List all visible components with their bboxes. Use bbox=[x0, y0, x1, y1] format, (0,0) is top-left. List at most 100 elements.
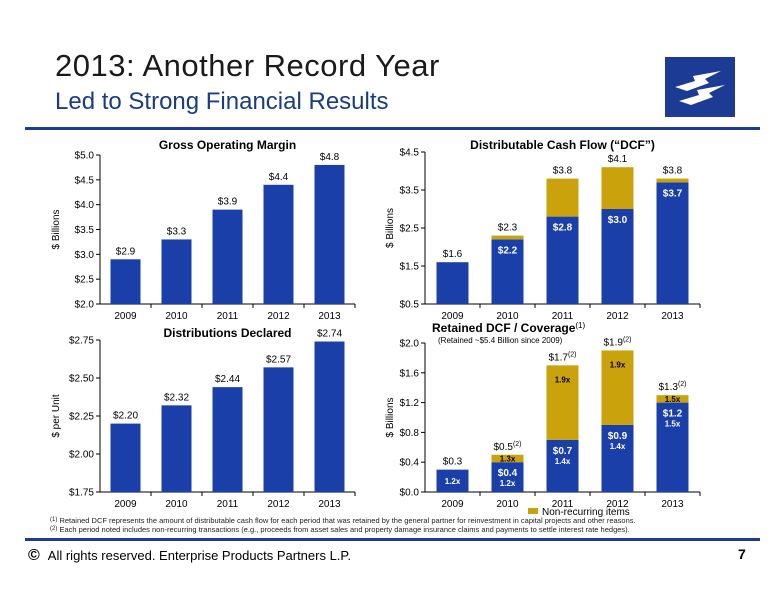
bar-segment-label: $0.4 bbox=[498, 468, 518, 479]
bar-segment-base bbox=[601, 209, 634, 304]
bar-total-label: $1.7(2) bbox=[548, 351, 576, 363]
x-tick-label: 2011 bbox=[552, 311, 574, 322]
coverage-top-label: 1.9x bbox=[555, 375, 571, 384]
bar-segment-top bbox=[601, 350, 634, 425]
x-tick-label: 2013 bbox=[318, 499, 341, 510]
bar-segment-top bbox=[546, 178, 579, 217]
bar-segment-label: $2.8 bbox=[553, 223, 573, 234]
y-tick-label: $1.2 bbox=[400, 398, 420, 409]
y-axis-title: $ Billions bbox=[385, 397, 396, 437]
bar bbox=[212, 209, 243, 304]
x-tick-label: 2012 bbox=[267, 499, 290, 510]
chart-subtitle: (Retained ~$5.4 Billion since 2009) bbox=[438, 336, 563, 345]
x-tick-label: 2011 bbox=[217, 311, 239, 322]
x-tick-label: 2012 bbox=[606, 499, 629, 510]
bar-segment-base bbox=[546, 216, 579, 304]
footer: © All rights reserved. Enterprise Product… bbox=[28, 547, 351, 565]
footnote-2: Each period noted includes non-recurring… bbox=[59, 525, 630, 534]
footer-text: All rights reserved. Enterprise Products… bbox=[47, 548, 352, 563]
bar-value-label: $3.3 bbox=[167, 226, 187, 237]
bar bbox=[314, 341, 345, 492]
y-tick-label: $2.00 bbox=[69, 450, 94, 461]
bar-segment-base bbox=[436, 262, 469, 304]
bar-segment-top bbox=[491, 235, 524, 240]
y-tick-label: $3.5 bbox=[400, 186, 420, 197]
bar-segment-top bbox=[546, 365, 579, 440]
bar-value-label: $2.9 bbox=[116, 246, 136, 257]
bar-segment-top bbox=[656, 178, 689, 183]
y-tick-label: $2.0 bbox=[75, 300, 95, 311]
bar-value-label: $2.32 bbox=[164, 392, 189, 403]
footer-rule bbox=[25, 538, 760, 541]
x-tick-label: 2013 bbox=[661, 311, 684, 322]
y-tick-label: $3.0 bbox=[75, 250, 95, 261]
total-label-footnote-marker: (2) bbox=[623, 336, 632, 343]
bar-segment-top bbox=[601, 167, 634, 209]
bar-segment-base bbox=[601, 424, 634, 492]
bar-segment-base bbox=[656, 402, 689, 492]
y-tick-label: $2.0 bbox=[400, 339, 420, 350]
bar bbox=[110, 423, 141, 492]
company-logo bbox=[665, 57, 735, 117]
y-axis-title: $ Billions bbox=[51, 209, 62, 249]
bar-total-label: $3.8 bbox=[553, 166, 573, 177]
x-tick-label: 2010 bbox=[165, 499, 188, 510]
bar-total-label: $0.5(2) bbox=[493, 441, 521, 453]
x-tick-label: 2011 bbox=[217, 499, 239, 510]
gross-operating-margin-chart: Gross Operating Margin $2.0 $2.5 $3.0 $3.5 $4… bbox=[51, 138, 356, 322]
y-tick-label: $2.75 bbox=[69, 336, 94, 347]
bar-segment-label: $0.9 bbox=[608, 431, 628, 442]
page-title: 2013: Another Record Year bbox=[55, 48, 440, 83]
bar-value-label: $2.74 bbox=[317, 329, 342, 340]
y-tick-label: $2.5 bbox=[400, 224, 420, 235]
y-tick-label: $4.0 bbox=[75, 200, 95, 211]
x-tick-label: 2010 bbox=[496, 499, 519, 510]
y-tick-label: $0.0 bbox=[400, 488, 420, 499]
bar-total-label: $4.1 bbox=[608, 154, 628, 165]
page-number: 7 bbox=[738, 546, 746, 562]
bar bbox=[110, 259, 141, 304]
x-tick-label: 2013 bbox=[318, 311, 341, 322]
retained-dcf-chart: Retained DCF / Coverage(1)(Retained ~$5.… bbox=[385, 321, 701, 517]
x-tick-label: 2009 bbox=[114, 311, 137, 322]
coverage-base-label: 1.2x bbox=[500, 479, 516, 488]
coverage-top-label: 1.3x bbox=[500, 454, 516, 463]
x-tick-label: 2010 bbox=[496, 311, 519, 322]
bar-segment-label: $2.2 bbox=[498, 245, 518, 256]
y-tick-label: $2.5 bbox=[75, 275, 95, 286]
page-subtitle: Led to Strong Financial Results bbox=[55, 88, 389, 115]
bar-segment-label: $0.7 bbox=[553, 446, 573, 457]
y-tick-label: $1.6 bbox=[400, 368, 420, 379]
header-rule bbox=[25, 127, 760, 130]
total-label-footnote-marker: (2) bbox=[568, 351, 577, 358]
lightning-logo-icon bbox=[675, 71, 725, 105]
bar bbox=[263, 184, 294, 304]
bar-total-label: $1.6 bbox=[443, 249, 463, 260]
x-tick-label: 2009 bbox=[441, 311, 464, 322]
bar-value-label: $2.44 bbox=[215, 374, 240, 385]
y-axis-title: $ per Unit bbox=[51, 394, 62, 438]
bar-total-label: $0.3 bbox=[443, 457, 463, 468]
chart-title: Distributions Declared bbox=[163, 326, 291, 340]
chart-title-footnote-marker: (1) bbox=[575, 321, 585, 330]
x-tick-label: 2009 bbox=[114, 499, 137, 510]
y-tick-label: $4.5 bbox=[400, 148, 420, 159]
chart-title: Gross Operating Margin bbox=[159, 138, 296, 152]
bar-segment-top bbox=[491, 454, 524, 463]
coverage-base-label: 1.4x bbox=[555, 457, 571, 466]
bar-total-label: $2.3 bbox=[498, 223, 518, 234]
coverage-base-label: 1.4x bbox=[610, 442, 626, 451]
bar-value-label: $2.20 bbox=[113, 411, 138, 422]
y-tick-label: $1.75 bbox=[69, 488, 94, 499]
y-tick-label: $4.5 bbox=[75, 175, 95, 186]
y-tick-label: $3.5 bbox=[75, 225, 95, 236]
y-tick-label: $0.8 bbox=[400, 428, 420, 439]
coverage-top-label: 1.9x bbox=[610, 360, 626, 369]
footnotes: (1) Retained DCF represents the amount o… bbox=[50, 516, 636, 534]
bar-total-label: $3.8 bbox=[663, 166, 683, 177]
bar-segment-label: $3.7 bbox=[663, 188, 683, 199]
copyright-icon: © bbox=[28, 547, 40, 564]
total-label-footnote-marker: (2) bbox=[678, 381, 687, 388]
footnote-1: Retained DCF represents the amount of di… bbox=[59, 516, 636, 525]
y-tick-label: $1.5 bbox=[400, 262, 420, 273]
